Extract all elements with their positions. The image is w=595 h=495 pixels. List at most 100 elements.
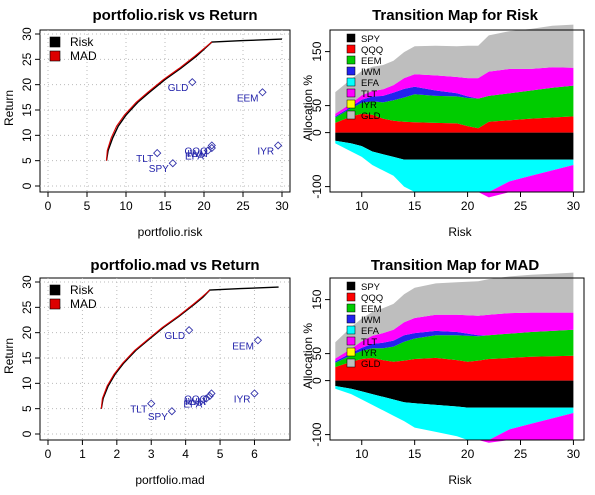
legend-entry: IYR	[361, 100, 377, 111]
legend-swatch	[49, 284, 61, 296]
area-band-tlt-short	[335, 143, 574, 198]
x-tick-label: 0	[45, 447, 52, 461]
x-tick-label: 5	[84, 199, 91, 213]
area-band-eem	[335, 329, 574, 368]
series-line-mad	[100, 289, 211, 409]
y-tick-label: 30	[20, 27, 34, 41]
y-tick-label: -100	[310, 422, 324, 446]
y-tick-label: 5	[20, 405, 34, 412]
x-tick-label: 25	[514, 447, 528, 461]
x-tick-label: 25	[514, 199, 528, 213]
legend-swatch	[346, 110, 356, 120]
x-axis-label: portfolio.mad	[135, 473, 204, 487]
area-band-qqq	[335, 113, 574, 133]
y-axis-label: Return	[2, 338, 16, 374]
plot-area: 10 15 20 25 30 -100 0 50 150 SPYQQQEEMIWMEFATLTIY…	[310, 24, 585, 213]
asset-point-marker	[168, 159, 177, 168]
asset-point-marker	[250, 389, 259, 398]
asset-point-label: EFA	[183, 400, 202, 411]
y-tick-label: 10	[20, 128, 34, 142]
y-tick-label: 5	[20, 157, 34, 164]
x-tick-label: 20	[461, 199, 475, 213]
legend-swatch	[346, 347, 356, 357]
legend-swatch	[346, 303, 356, 313]
area-band-iwm	[335, 85, 574, 118]
x-tick-label: 15	[408, 199, 422, 213]
chart-title: Transition Map for Risk	[372, 7, 539, 24]
legend-swatch	[346, 99, 356, 109]
area-band-gld	[335, 272, 574, 359]
x-axis-label: portfolio.risk	[138, 225, 204, 239]
asset-point-label: QQQ	[184, 394, 208, 405]
x-tick-label: 3	[148, 447, 155, 461]
area-band-spy-short	[335, 132, 574, 160]
chart-title: portfolio.mad vs Return	[90, 257, 259, 274]
area-band-iwm	[335, 329, 574, 363]
asset-point-marker	[207, 389, 216, 398]
x-tick-label: 30	[567, 199, 581, 213]
y-axis-label: Allocation %	[301, 75, 315, 141]
series-line-mad	[105, 41, 213, 161]
x-tick-label: 20	[461, 447, 475, 461]
x-tick-label: 10	[355, 199, 369, 213]
asset-point-label: IYR	[257, 146, 274, 157]
asset-point-label: GLD	[168, 83, 189, 94]
chart-title: portfolio.risk vs Return	[92, 7, 257, 24]
legend-entry: MAD	[70, 49, 97, 63]
y-tick-label: -100	[310, 174, 324, 198]
area-band-tlt	[335, 67, 574, 117]
asset-point-marker	[207, 143, 216, 153]
legend-entry: QQQ	[361, 45, 383, 56]
x-tick-label: 0	[45, 199, 52, 213]
asset-point-label: SPY	[148, 412, 168, 423]
legend-swatch	[346, 66, 356, 76]
asset-point-marker	[153, 148, 162, 158]
legend-entry: QQQ	[361, 293, 383, 304]
x-tick-label: 15	[408, 447, 422, 461]
y-tick-label: 15	[20, 103, 34, 117]
plot-frame	[329, 29, 585, 193]
legend-swatch	[346, 292, 356, 302]
area-band-tlt-short	[335, 388, 574, 443]
legend-swatch	[346, 358, 356, 368]
x-axis-label: Risk	[448, 473, 472, 487]
area-band-efa-short	[335, 386, 574, 440]
y-tick-label: 150	[310, 289, 324, 309]
chart-title: Transition Map for MAD	[371, 257, 540, 274]
legend-entry: MAD	[70, 297, 97, 311]
y-tick-label: 25	[20, 52, 34, 66]
x-tick-label: 4	[182, 447, 189, 461]
x-tick-label: 25	[236, 199, 250, 213]
area-band-efa-short	[335, 140, 574, 192]
asset-point-marker	[203, 146, 213, 155]
area-band-qqq	[335, 355, 574, 381]
asset-point-marker	[273, 141, 283, 150]
asset-point-label: IWM	[187, 149, 208, 160]
x-tick-label: 20	[197, 199, 211, 213]
legend-entry: GLD	[361, 111, 381, 122]
y-tick-label: 0	[20, 182, 34, 189]
legend-swatch	[346, 281, 356, 291]
legend-swatch	[346, 55, 356, 65]
y-tick-label: 25	[20, 300, 34, 314]
asset-point-label: EEM	[237, 93, 259, 104]
y-tick-label: 0	[310, 129, 324, 136]
legend-swatch	[49, 50, 61, 62]
panel-transition-map-mad: Transition Map for MAD Risk Allocation %…	[301, 257, 585, 487]
y-axis-label: Allocation %	[301, 323, 315, 389]
legend-entry: Risk	[70, 283, 94, 297]
legend-entry: TLT	[361, 337, 377, 348]
asset-point-label: IYR	[234, 394, 251, 405]
asset-point-label: TLT	[130, 405, 147, 416]
asset-point-label: EEM	[232, 341, 254, 352]
y-tick-label: 10	[20, 376, 34, 390]
legend-entry: IWM	[361, 315, 381, 326]
y-tick-label: 20	[20, 78, 34, 92]
panel-mad-vs-return: portfolio.mad vs Return portfolio.mad Re…	[2, 257, 291, 487]
y-tick-label: 0	[20, 430, 34, 437]
asset-point-label: SPY	[149, 164, 169, 175]
legend-swatch	[346, 33, 356, 43]
legend-entry: GLD	[361, 359, 381, 370]
